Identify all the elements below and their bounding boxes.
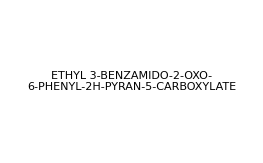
Text: ETHYL 3-BENZAMIDO-2-OXO-
6-PHENYL-2H-PYRAN-5-CARBOXYLATE: ETHYL 3-BENZAMIDO-2-OXO- 6-PHENYL-2H-PYR… bbox=[27, 71, 236, 92]
